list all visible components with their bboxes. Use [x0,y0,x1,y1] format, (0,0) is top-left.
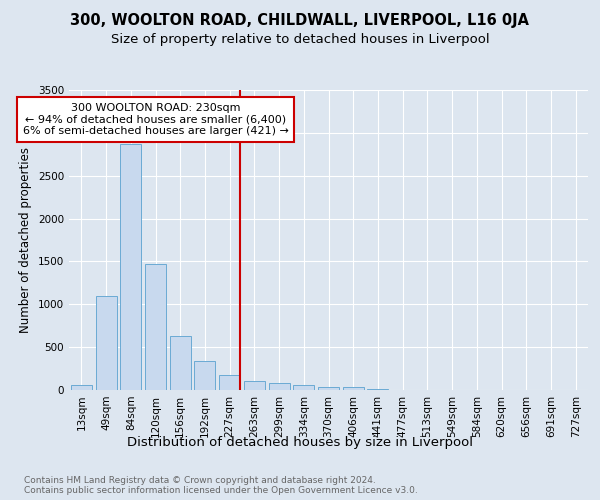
Bar [269,382,290,390]
Y-axis label: Number of detached properties: Number of detached properties [19,147,32,333]
Bar [219,375,240,390]
Bar [293,386,314,390]
Text: 300 WOOLTON ROAD: 230sqm
← 94% of detached houses are smaller (6,400)
6% of semi: 300 WOOLTON ROAD: 230sqm ← 94% of detach… [23,103,289,136]
Bar [318,387,339,390]
Bar [194,361,215,390]
Bar [343,388,364,390]
Bar [145,264,166,390]
Text: 300, WOOLTON ROAD, CHILDWALL, LIVERPOOL, L16 0JA: 300, WOOLTON ROAD, CHILDWALL, LIVERPOOL,… [71,12,530,28]
Text: Size of property relative to detached houses in Liverpool: Size of property relative to detached ho… [110,32,490,46]
Bar [367,389,388,390]
Text: Distribution of detached houses by size in Liverpool: Distribution of detached houses by size … [127,436,473,449]
Bar [170,336,191,390]
Bar [95,296,116,390]
Bar [120,144,141,390]
Bar [71,386,92,390]
Bar [244,382,265,390]
Text: Contains HM Land Registry data © Crown copyright and database right 2024.
Contai: Contains HM Land Registry data © Crown c… [24,476,418,495]
